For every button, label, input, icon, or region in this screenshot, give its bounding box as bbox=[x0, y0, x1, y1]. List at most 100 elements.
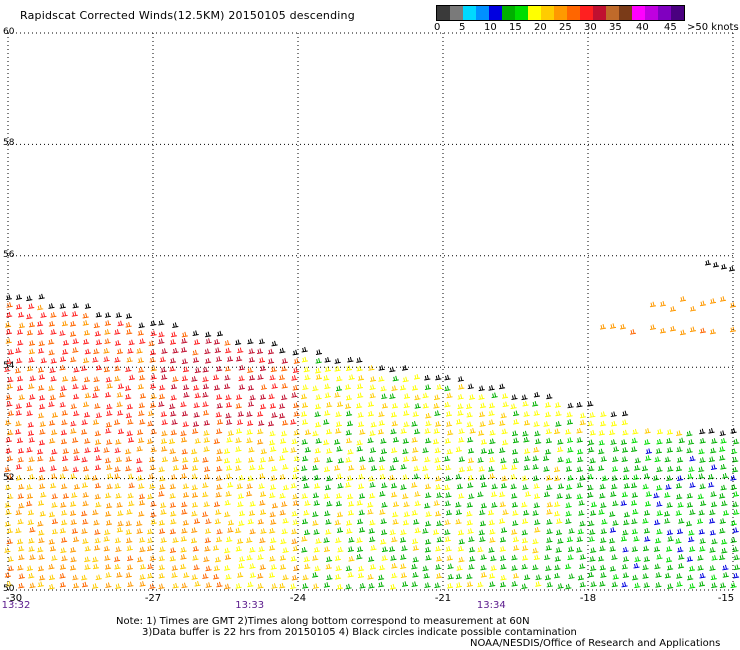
wind-barb bbox=[719, 527, 726, 534]
wind-barb bbox=[501, 428, 508, 435]
wind-barb bbox=[95, 455, 102, 461]
wind-barb bbox=[202, 573, 209, 579]
wind-barb bbox=[61, 537, 68, 543]
wind-barb bbox=[182, 384, 190, 390]
wind-barb bbox=[699, 572, 706, 579]
wind-barb bbox=[191, 484, 198, 491]
wind-barb bbox=[346, 528, 353, 534]
wind-barb bbox=[356, 445, 363, 452]
wind-barb bbox=[576, 536, 583, 543]
wind-barb bbox=[7, 565, 14, 572]
wind-barb bbox=[623, 466, 630, 473]
wind-barb bbox=[70, 556, 77, 563]
wind-barb bbox=[566, 437, 574, 443]
wind-barb bbox=[223, 457, 231, 464]
wind-barb bbox=[588, 520, 595, 527]
wind-barb bbox=[73, 455, 80, 461]
wind-barb bbox=[150, 374, 157, 380]
wind-barb bbox=[147, 528, 154, 535]
wind-barb bbox=[38, 537, 45, 544]
wind-barb bbox=[59, 330, 66, 336]
wind-barb bbox=[545, 448, 552, 455]
wind-barb bbox=[301, 547, 308, 553]
wind-barb bbox=[18, 311, 25, 318]
wind-barb bbox=[709, 328, 717, 335]
wind-barb bbox=[160, 537, 167, 543]
wind-barb bbox=[258, 357, 266, 363]
wind-barb bbox=[676, 581, 683, 587]
wind-barb bbox=[269, 544, 276, 551]
wind-barb bbox=[191, 510, 198, 517]
wind-barb bbox=[39, 510, 46, 517]
wind-barb bbox=[224, 383, 231, 390]
wind-barb bbox=[215, 536, 223, 543]
wind-barb bbox=[38, 554, 45, 560]
wind-barb bbox=[301, 346, 308, 353]
wind-barb bbox=[379, 564, 386, 571]
wind-barb bbox=[576, 401, 583, 408]
wind-barb bbox=[136, 466, 143, 473]
wind-barb bbox=[334, 365, 341, 372]
wind-barb bbox=[733, 509, 740, 515]
wind-barb bbox=[138, 410, 145, 416]
wind-barb bbox=[676, 493, 683, 500]
wind-barb bbox=[72, 383, 79, 390]
wind-barb bbox=[26, 329, 34, 336]
wind-barb bbox=[609, 511, 616, 517]
wind-barb bbox=[654, 519, 661, 526]
wind-barb bbox=[5, 394, 12, 400]
wind-barb bbox=[369, 482, 376, 488]
wind-barb bbox=[433, 394, 441, 401]
wind-barb bbox=[579, 475, 586, 481]
wind-barb bbox=[336, 401, 344, 408]
wind-barb bbox=[259, 473, 266, 479]
wind-barb bbox=[379, 490, 386, 497]
wind-barb bbox=[669, 325, 677, 332]
wind-barb bbox=[72, 302, 79, 309]
wind-barb bbox=[25, 401, 33, 408]
wind-barb bbox=[312, 430, 319, 437]
wind-barb bbox=[181, 375, 188, 382]
wind-barb bbox=[137, 556, 144, 563]
wind-barb bbox=[292, 519, 299, 525]
wind-barb bbox=[522, 555, 529, 561]
wind-barb bbox=[655, 448, 662, 454]
wind-barb bbox=[282, 574, 289, 581]
wind-barb bbox=[158, 583, 165, 590]
wind-barb bbox=[347, 356, 354, 363]
wind-barb bbox=[467, 457, 475, 464]
wind-barb bbox=[82, 500, 89, 507]
wind-barb bbox=[565, 457, 572, 464]
wind-barb bbox=[249, 546, 256, 553]
wind-barb bbox=[304, 500, 311, 506]
wind-barb bbox=[213, 501, 221, 507]
wind-barb bbox=[169, 528, 176, 535]
wind-barb bbox=[5, 294, 13, 301]
wind-barb bbox=[621, 419, 628, 426]
wind-barb bbox=[546, 501, 553, 508]
wind-barb bbox=[148, 473, 155, 480]
wind-barb bbox=[666, 437, 673, 444]
wind-barb bbox=[480, 481, 488, 488]
wind-barb bbox=[542, 455, 550, 461]
wind-barb bbox=[95, 574, 102, 581]
wind-barb bbox=[203, 446, 210, 452]
wind-barb bbox=[566, 411, 573, 418]
wind-barb bbox=[565, 583, 572, 590]
wind-barb bbox=[720, 484, 727, 491]
wind-barb bbox=[686, 556, 693, 562]
wind-barb bbox=[147, 537, 154, 544]
wind-barb bbox=[543, 421, 550, 427]
wind-barb bbox=[411, 581, 418, 587]
wind-barb bbox=[656, 466, 663, 473]
wind-barb bbox=[379, 509, 386, 515]
wind-barb bbox=[655, 572, 662, 578]
wind-barb bbox=[568, 573, 575, 580]
wind-barb bbox=[708, 518, 716, 524]
wind-barb bbox=[114, 340, 122, 346]
wind-barb bbox=[15, 294, 23, 300]
wind-barb bbox=[278, 374, 286, 381]
wind-barb bbox=[709, 298, 717, 304]
wind-barb bbox=[335, 421, 343, 427]
wind-barb bbox=[446, 555, 453, 561]
